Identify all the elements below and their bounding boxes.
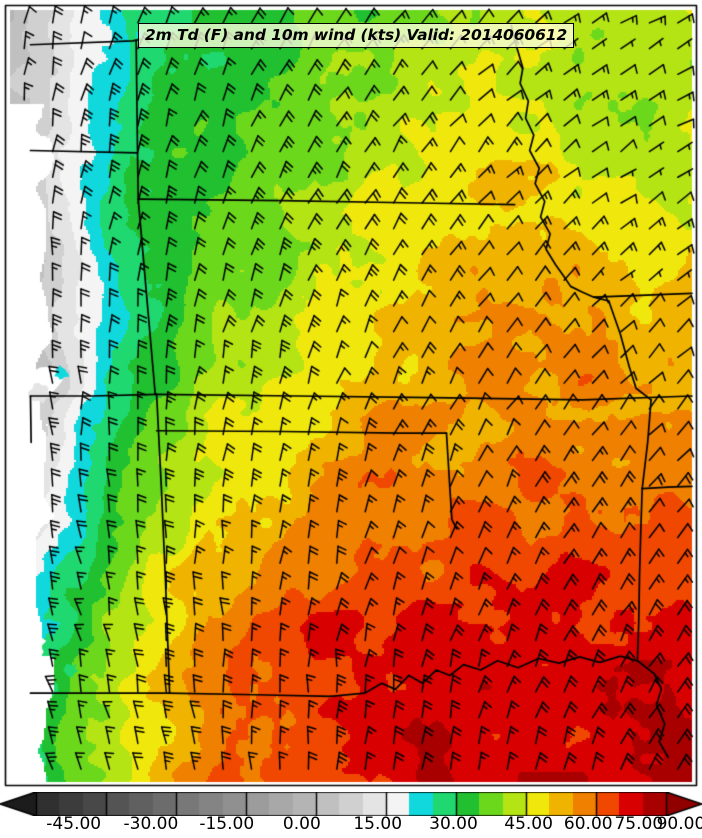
colorbar-tick-1: -30.00 bbox=[123, 814, 179, 834]
colorbar-tick-2: -15.00 bbox=[199, 814, 255, 834]
map-title-plaque: 2m Td (F) and 10m wind (kts) Valid: 2014… bbox=[138, 23, 575, 48]
colorbar[interactable]: -45.00 -30.00 -15.00 0.00 15.00 30.00 45.00 60.… bbox=[0, 792, 702, 838]
colorbar-tick-0: -45.00 bbox=[46, 814, 102, 834]
colorbar-tick-4: 15.00 bbox=[353, 814, 403, 834]
colorbar-tick-7: 60.00 bbox=[563, 814, 613, 834]
map-panel[interactable]: 2m Td (F) and 10m wind (kts) Valid: 2014… bbox=[0, 0, 702, 790]
dewpoint-contour-map[interactable] bbox=[0, 0, 702, 790]
colorbar-tick-3: 0.00 bbox=[282, 814, 321, 834]
colorbar-tick-5: 30.00 bbox=[429, 814, 478, 834]
colorbar-tick-8: 75.00 bbox=[614, 814, 664, 834]
colorbar-tick-6: 45.00 bbox=[504, 814, 553, 834]
colorbar-tick-labels: -45.00 -30.00 -15.00 0.00 15.00 30.00 45.00 60.… bbox=[0, 814, 702, 838]
colorbar-tick-9: 90.00 bbox=[656, 814, 702, 834]
colorbar-gradient bbox=[0, 792, 702, 816]
